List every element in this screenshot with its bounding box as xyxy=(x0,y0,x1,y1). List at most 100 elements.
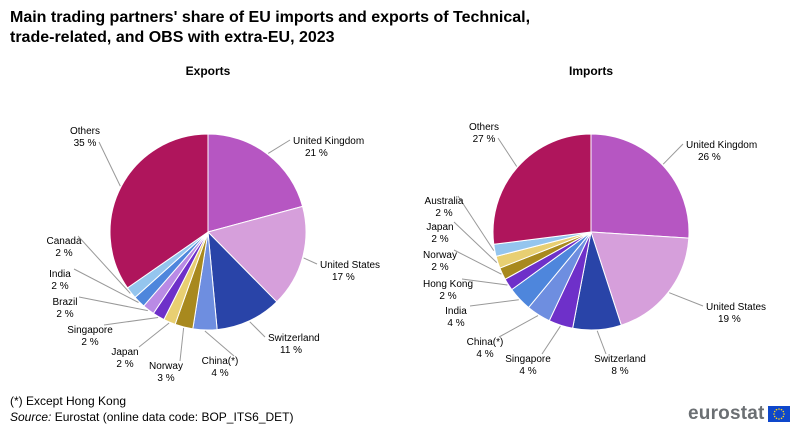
exports-leader-norway xyxy=(179,327,185,362)
exports-label-china: China(*) 4 % xyxy=(202,356,239,379)
exports-slice-switzerland xyxy=(207,230,278,331)
imports-label-japan: Japan 2 % xyxy=(426,222,453,245)
exports-label-value-norway: 3 % xyxy=(157,373,174,384)
exports-label-name-canada: Canada xyxy=(46,236,81,247)
imports-leader-others xyxy=(497,137,518,167)
imports-label-value-switzerland: 8 % xyxy=(611,366,628,377)
exports-leader-japan xyxy=(138,322,170,348)
exports-label-canada: Canada 2 % xyxy=(46,236,81,259)
imports-label-value-others: 27 % xyxy=(473,134,496,145)
exports-label-value-japan: 2 % xyxy=(116,359,133,370)
exports-leader-switzerland xyxy=(249,321,266,338)
imports-label-australia: Australia 2 % xyxy=(425,196,464,219)
exports-label-name-others: Others xyxy=(70,126,100,137)
exports-label-name-singapore: Singapore xyxy=(67,325,113,336)
exports-label-switzerland: Switzerland 11 % xyxy=(268,333,320,356)
exports-leader-brazil xyxy=(78,296,148,312)
exports-pie: Exports United Kingdom 21 % United States 17… xyxy=(46,64,380,384)
exports-label-name-united-states: United States xyxy=(320,260,380,271)
source-text: Eurostat (online data code: BOP_ITS6_DET… xyxy=(54,410,294,424)
exports-label-singapore: Singapore 2 % xyxy=(67,325,113,348)
flag-star xyxy=(782,410,784,413)
exports-label-value-canada: 2 % xyxy=(55,248,72,259)
exports-label-value-united-kingdom: 21 % xyxy=(305,148,328,159)
flag-star xyxy=(773,415,776,418)
imports-label-name-norway: Norway xyxy=(423,250,457,261)
exports-label-name-brazil: Brazil xyxy=(52,297,77,308)
imports-label-india: India 4 % xyxy=(445,306,467,329)
imports-label-name-australia: Australia xyxy=(425,196,464,207)
imports-label-value-united-states: 19 % xyxy=(718,314,741,325)
imports-slice-united-states xyxy=(590,231,690,326)
footnote: (*) Except Hong Kong xyxy=(10,394,127,408)
flag-star xyxy=(782,415,784,418)
exports-label-india: India 2 % xyxy=(49,269,71,292)
exports-label-united-states: United States 17 % xyxy=(320,260,380,283)
exports-label-japan: Japan 2 % xyxy=(111,347,138,370)
exports-slice-others xyxy=(109,133,209,289)
exports-leader-singapore xyxy=(103,317,159,326)
flag-star xyxy=(775,417,777,420)
flag-star xyxy=(782,413,785,415)
imports-label-value-hong-kong: 2 % xyxy=(439,291,456,302)
imports-slice-united-kingdom xyxy=(590,133,690,239)
imports-label-name-china: China(*) xyxy=(467,337,504,348)
imports-leader-japan xyxy=(453,221,498,263)
exports-slice-united-states xyxy=(207,205,307,303)
eu-flag-icon xyxy=(767,406,790,422)
exports-label-name-united-kingdom: United Kingdom xyxy=(293,136,364,147)
exports-label-value-china: 4 % xyxy=(211,368,228,379)
exports-label-name-norway: Norway xyxy=(149,361,183,372)
exports-label-norway: Norway 3 % xyxy=(149,361,183,384)
imports-leader-hong-kong xyxy=(461,278,508,286)
imports-leader-china xyxy=(498,315,539,338)
flag-star xyxy=(777,408,780,410)
source-label: Source: xyxy=(10,410,52,424)
imports-label-value-singapore: 4 % xyxy=(519,366,536,377)
imports-leader-norway xyxy=(453,249,502,275)
logo-text: eurostat xyxy=(688,403,765,424)
imports-label-china: China(*) 4 % xyxy=(467,337,504,360)
imports-leader-india xyxy=(469,299,519,307)
exports-slice-united-kingdom xyxy=(207,133,304,233)
imports-label-value-china: 4 % xyxy=(476,349,493,360)
imports-label-name-singapore: Singapore xyxy=(505,354,551,365)
imports-leader-switzerland xyxy=(596,330,607,355)
imports-label-hong-kong: Hong Kong 2 % xyxy=(423,279,473,302)
exports-label-name-india: India xyxy=(49,269,71,280)
exports-label-others: Others 35 % xyxy=(70,126,100,149)
flag-star xyxy=(773,410,776,413)
imports-label-others: Others 27 % xyxy=(469,122,499,145)
imports-label-name-india: India xyxy=(445,306,467,317)
imports-label-united-states: United States 19 % xyxy=(706,302,766,325)
imports-label-name-switzerland: Switzerland xyxy=(594,354,646,365)
exports-leader-india xyxy=(73,268,139,303)
imports-label-value-japan: 2 % xyxy=(431,234,448,245)
source-note: Source: Eurostat (online data code: BOP_… xyxy=(10,410,294,424)
exports-leader-united-states xyxy=(303,257,318,265)
exports-leader-united-kingdom xyxy=(267,139,291,154)
imports-label-value-australia: 2 % xyxy=(435,208,452,219)
exports-label-name-china: China(*) xyxy=(202,356,239,367)
exports-leader-china xyxy=(204,330,235,357)
eurostat-logo: eurostat xyxy=(688,403,790,425)
exports-label-value-switzerland: 11 % xyxy=(280,345,302,356)
flag-star xyxy=(780,408,782,411)
imports-label-singapore: Singapore 4 % xyxy=(505,354,551,377)
imports-pie: Imports United Kingdom 26 % United States 19… xyxy=(423,64,766,377)
exports-label-name-switzerland: Switzerland xyxy=(268,333,320,344)
flag-star xyxy=(780,417,782,420)
imports-label-name-united-states: United States xyxy=(706,302,766,313)
imports-leader-united-states xyxy=(669,292,704,307)
flag-star xyxy=(775,408,777,411)
imports-slice-others xyxy=(492,133,592,245)
exports-label-name-japan: Japan xyxy=(111,347,138,358)
imports-pie-title: Imports xyxy=(569,64,613,78)
exports-leader-others xyxy=(98,141,121,187)
imports-label-name-hong-kong: Hong Kong xyxy=(423,279,473,290)
imports-label-name-others: Others xyxy=(469,122,499,133)
chart-title: Main trading partners' share of EU impor… xyxy=(10,9,531,46)
imports-leader-australia xyxy=(457,195,495,251)
imports-label-value-india: 4 % xyxy=(447,318,464,329)
